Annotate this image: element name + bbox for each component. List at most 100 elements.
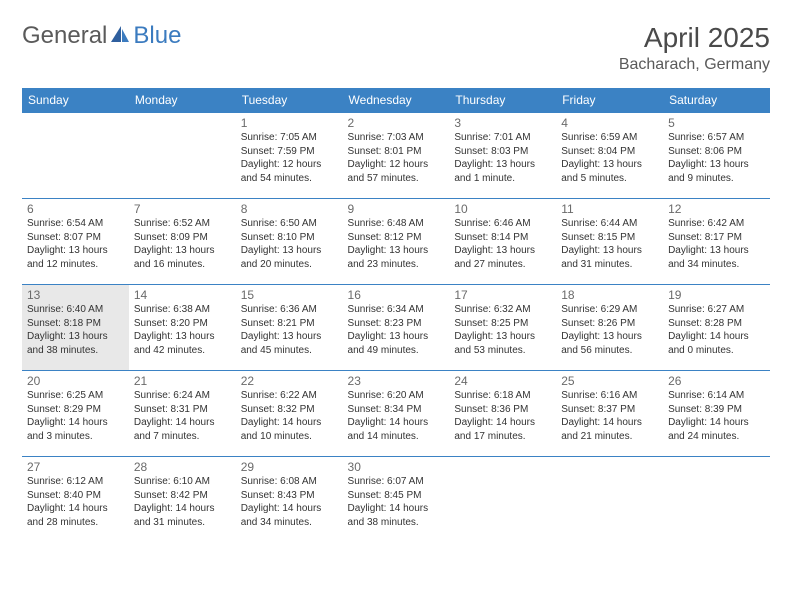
day-number: 24 bbox=[454, 374, 551, 388]
day-number: 27 bbox=[27, 460, 124, 474]
calendar-day-cell: 20Sunrise: 6:25 AMSunset: 8:29 PMDayligh… bbox=[22, 371, 129, 457]
daylight-line: Daylight: 14 hours and 24 minutes. bbox=[668, 416, 765, 443]
calendar-day-cell: 19Sunrise: 6:27 AMSunset: 8:28 PMDayligh… bbox=[663, 285, 770, 371]
daylight-line: Daylight: 13 hours and 53 minutes. bbox=[454, 330, 551, 357]
weekday-header: Sunday bbox=[22, 88, 129, 113]
sunrise-line: Sunrise: 6:40 AM bbox=[27, 303, 124, 317]
day-number: 21 bbox=[134, 374, 231, 388]
daylight-line: Daylight: 14 hours and 17 minutes. bbox=[454, 416, 551, 443]
day-number: 19 bbox=[668, 288, 765, 302]
calendar-day-cell bbox=[22, 113, 129, 199]
calendar-day-cell: 26Sunrise: 6:14 AMSunset: 8:39 PMDayligh… bbox=[663, 371, 770, 457]
calendar-day-cell: 30Sunrise: 6:07 AMSunset: 8:45 PMDayligh… bbox=[343, 457, 450, 543]
day-number: 9 bbox=[348, 202, 445, 216]
sunset-line: Sunset: 8:17 PM bbox=[668, 231, 765, 245]
day-number: 12 bbox=[668, 202, 765, 216]
calendar-day-cell: 8Sunrise: 6:50 AMSunset: 8:10 PMDaylight… bbox=[236, 199, 343, 285]
sunrise-line: Sunrise: 6:46 AM bbox=[454, 217, 551, 231]
sunset-line: Sunset: 8:29 PM bbox=[27, 403, 124, 417]
sunrise-line: Sunrise: 6:44 AM bbox=[561, 217, 658, 231]
sail-icon bbox=[109, 24, 131, 49]
sunrise-line: Sunrise: 6:14 AM bbox=[668, 389, 765, 403]
calendar-day-cell: 5Sunrise: 6:57 AMSunset: 8:06 PMDaylight… bbox=[663, 113, 770, 199]
sunrise-line: Sunrise: 6:07 AM bbox=[348, 475, 445, 489]
day-number: 7 bbox=[134, 202, 231, 216]
title-block: April 2025 Bacharach, Germany bbox=[619, 22, 770, 74]
sunrise-line: Sunrise: 6:18 AM bbox=[454, 389, 551, 403]
sunrise-line: Sunrise: 7:01 AM bbox=[454, 131, 551, 145]
day-number: 8 bbox=[241, 202, 338, 216]
calendar-day-cell: 29Sunrise: 6:08 AMSunset: 8:43 PMDayligh… bbox=[236, 457, 343, 543]
calendar-day-cell: 21Sunrise: 6:24 AMSunset: 8:31 PMDayligh… bbox=[129, 371, 236, 457]
weekday-header: Friday bbox=[556, 88, 663, 113]
daylight-line: Daylight: 14 hours and 31 minutes. bbox=[134, 502, 231, 529]
sunrise-line: Sunrise: 6:22 AM bbox=[241, 389, 338, 403]
calendar-day-cell: 1Sunrise: 7:05 AMSunset: 7:59 PMDaylight… bbox=[236, 113, 343, 199]
daylight-line: Daylight: 14 hours and 38 minutes. bbox=[348, 502, 445, 529]
daylight-line: Daylight: 13 hours and 23 minutes. bbox=[348, 244, 445, 271]
sunset-line: Sunset: 8:23 PM bbox=[348, 317, 445, 331]
calendar-day-cell: 11Sunrise: 6:44 AMSunset: 8:15 PMDayligh… bbox=[556, 199, 663, 285]
sunrise-line: Sunrise: 6:20 AM bbox=[348, 389, 445, 403]
daylight-line: Daylight: 13 hours and 1 minute. bbox=[454, 158, 551, 185]
sunset-line: Sunset: 8:37 PM bbox=[561, 403, 658, 417]
day-number: 15 bbox=[241, 288, 338, 302]
day-number: 4 bbox=[561, 116, 658, 130]
sunset-line: Sunset: 8:45 PM bbox=[348, 489, 445, 503]
brand-logo: General Blue bbox=[22, 22, 181, 50]
sunrise-line: Sunrise: 6:38 AM bbox=[134, 303, 231, 317]
sunrise-line: Sunrise: 6:32 AM bbox=[454, 303, 551, 317]
calendar-day-cell: 13Sunrise: 6:40 AMSunset: 8:18 PMDayligh… bbox=[22, 285, 129, 371]
sunset-line: Sunset: 8:21 PM bbox=[241, 317, 338, 331]
day-number: 23 bbox=[348, 374, 445, 388]
day-number: 2 bbox=[348, 116, 445, 130]
sunset-line: Sunset: 8:26 PM bbox=[561, 317, 658, 331]
sunrise-line: Sunrise: 6:16 AM bbox=[561, 389, 658, 403]
day-number: 22 bbox=[241, 374, 338, 388]
daylight-line: Daylight: 13 hours and 5 minutes. bbox=[561, 158, 658, 185]
sunset-line: Sunset: 8:36 PM bbox=[454, 403, 551, 417]
sunset-line: Sunset: 8:20 PM bbox=[134, 317, 231, 331]
sunset-line: Sunset: 8:34 PM bbox=[348, 403, 445, 417]
sunrise-line: Sunrise: 6:24 AM bbox=[134, 389, 231, 403]
calendar-day-cell: 7Sunrise: 6:52 AMSunset: 8:09 PMDaylight… bbox=[129, 199, 236, 285]
weekday-header-row: SundayMondayTuesdayWednesdayThursdayFrid… bbox=[22, 88, 770, 113]
daylight-line: Daylight: 13 hours and 45 minutes. bbox=[241, 330, 338, 357]
weekday-header: Tuesday bbox=[236, 88, 343, 113]
day-number: 14 bbox=[134, 288, 231, 302]
calendar-day-cell: 28Sunrise: 6:10 AMSunset: 8:42 PMDayligh… bbox=[129, 457, 236, 543]
sunset-line: Sunset: 8:25 PM bbox=[454, 317, 551, 331]
calendar-week-row: 20Sunrise: 6:25 AMSunset: 8:29 PMDayligh… bbox=[22, 371, 770, 457]
sunset-line: Sunset: 8:31 PM bbox=[134, 403, 231, 417]
calendar-day-cell: 10Sunrise: 6:46 AMSunset: 8:14 PMDayligh… bbox=[449, 199, 556, 285]
day-number: 16 bbox=[348, 288, 445, 302]
daylight-line: Daylight: 14 hours and 7 minutes. bbox=[134, 416, 231, 443]
calendar-day-cell: 16Sunrise: 6:34 AMSunset: 8:23 PMDayligh… bbox=[343, 285, 450, 371]
calendar-day-cell: 4Sunrise: 6:59 AMSunset: 8:04 PMDaylight… bbox=[556, 113, 663, 199]
sunset-line: Sunset: 8:10 PM bbox=[241, 231, 338, 245]
sunrise-line: Sunrise: 6:10 AM bbox=[134, 475, 231, 489]
weekday-header: Saturday bbox=[663, 88, 770, 113]
daylight-line: Daylight: 14 hours and 21 minutes. bbox=[561, 416, 658, 443]
sunrise-line: Sunrise: 6:42 AM bbox=[668, 217, 765, 231]
sunrise-line: Sunrise: 6:50 AM bbox=[241, 217, 338, 231]
sunrise-line: Sunrise: 6:36 AM bbox=[241, 303, 338, 317]
day-number: 28 bbox=[134, 460, 231, 474]
daylight-line: Daylight: 13 hours and 42 minutes. bbox=[134, 330, 231, 357]
sunset-line: Sunset: 8:32 PM bbox=[241, 403, 338, 417]
day-number: 1 bbox=[241, 116, 338, 130]
calendar-day-cell: 18Sunrise: 6:29 AMSunset: 8:26 PMDayligh… bbox=[556, 285, 663, 371]
brand-part-2: Blue bbox=[133, 22, 181, 50]
day-number: 6 bbox=[27, 202, 124, 216]
calendar-day-cell: 9Sunrise: 6:48 AMSunset: 8:12 PMDaylight… bbox=[343, 199, 450, 285]
sunset-line: Sunset: 8:03 PM bbox=[454, 145, 551, 159]
month-title: April 2025 bbox=[619, 22, 770, 54]
page-header: General Blue April 2025 Bacharach, Germa… bbox=[22, 22, 770, 74]
sunrise-line: Sunrise: 6:25 AM bbox=[27, 389, 124, 403]
sunset-line: Sunset: 8:28 PM bbox=[668, 317, 765, 331]
daylight-line: Daylight: 13 hours and 38 minutes. bbox=[27, 330, 124, 357]
sunset-line: Sunset: 8:43 PM bbox=[241, 489, 338, 503]
sunrise-line: Sunrise: 6:27 AM bbox=[668, 303, 765, 317]
daylight-line: Daylight: 13 hours and 12 minutes. bbox=[27, 244, 124, 271]
daylight-line: Daylight: 13 hours and 49 minutes. bbox=[348, 330, 445, 357]
